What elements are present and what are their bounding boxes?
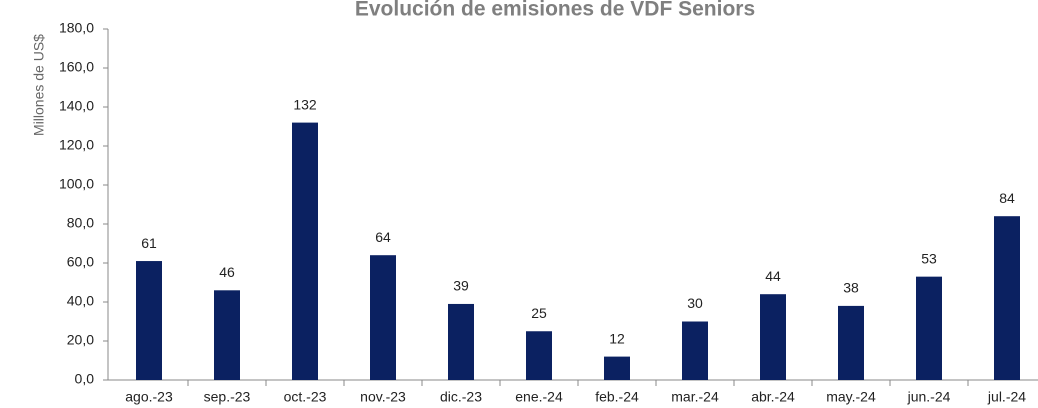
data-label: 53 bbox=[921, 250, 937, 266]
x-tick-label: may.-24 bbox=[826, 389, 876, 405]
data-label: 44 bbox=[765, 268, 781, 284]
x-tick-label: sep.-23 bbox=[204, 389, 251, 405]
y-tick-label: 80,0 bbox=[67, 215, 94, 231]
x-tick-label: jul.-24 bbox=[987, 389, 1026, 405]
bar bbox=[682, 321, 708, 380]
chart-title: Evolución de emisiones de VDF Seniors bbox=[355, 0, 755, 21]
data-label: 132 bbox=[293, 96, 317, 112]
x-tick-label: dic.-23 bbox=[440, 389, 482, 405]
x-tick-label: ago.-23 bbox=[125, 389, 173, 405]
y-tick-label: 0,0 bbox=[75, 371, 95, 387]
x-tick-label: jun.-24 bbox=[907, 389, 951, 405]
data-label: 64 bbox=[375, 229, 391, 245]
y-tick-label: 120,0 bbox=[59, 137, 94, 153]
y-tick-label: 160,0 bbox=[59, 59, 94, 75]
data-label: 25 bbox=[531, 305, 547, 321]
bar bbox=[136, 261, 162, 380]
bar bbox=[448, 303, 474, 380]
data-label: 46 bbox=[219, 264, 235, 280]
bar bbox=[760, 294, 786, 380]
bar bbox=[994, 216, 1020, 380]
data-label: 38 bbox=[843, 280, 859, 296]
x-tick-label: feb.-24 bbox=[595, 389, 639, 405]
bar bbox=[916, 276, 942, 380]
bar bbox=[838, 305, 864, 380]
data-label: 84 bbox=[999, 190, 1015, 206]
data-label: 30 bbox=[687, 295, 703, 311]
y-tick-label: 60,0 bbox=[67, 254, 94, 270]
y-tick-label: 40,0 bbox=[67, 293, 94, 309]
data-label: 61 bbox=[141, 235, 157, 251]
data-label: 12 bbox=[609, 330, 625, 346]
x-tick-label: nov.-23 bbox=[360, 389, 406, 405]
y-axis-label: Millones de US$ bbox=[31, 34, 47, 136]
x-tick-label: mar.-24 bbox=[671, 389, 719, 405]
x-tick-label: ene.-24 bbox=[515, 389, 563, 405]
bar bbox=[370, 255, 396, 380]
x-tick-label: oct.-23 bbox=[284, 389, 327, 405]
bar bbox=[292, 122, 318, 380]
y-tick-label: 100,0 bbox=[59, 176, 94, 192]
y-tick-label: 180,0 bbox=[59, 20, 94, 36]
y-tick-label: 140,0 bbox=[59, 98, 94, 114]
bar bbox=[604, 356, 630, 380]
y-tick-label: 20,0 bbox=[67, 332, 94, 348]
bar bbox=[214, 290, 240, 380]
bar bbox=[526, 331, 552, 380]
x-tick-label: abr.-24 bbox=[751, 389, 795, 405]
data-label: 39 bbox=[453, 278, 469, 294]
